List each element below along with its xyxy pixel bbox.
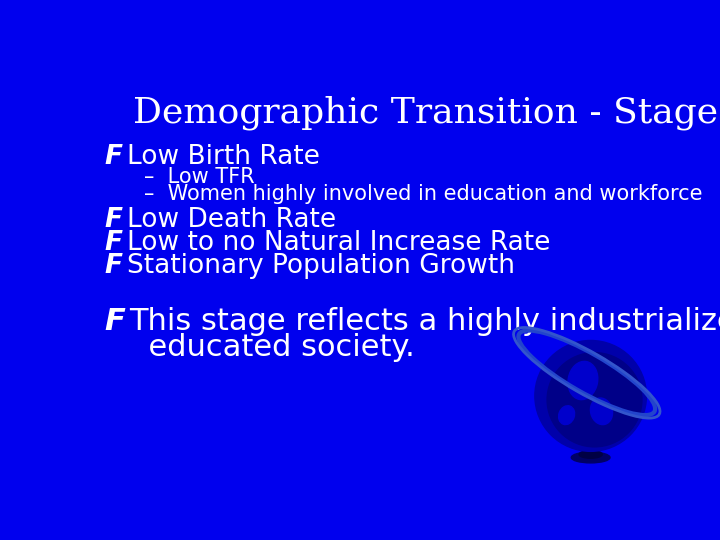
Text: F: F [104,144,122,170]
Ellipse shape [579,450,602,458]
Text: F: F [104,207,122,233]
Text: Low Death Rate: Low Death Rate [127,207,336,233]
Circle shape [547,353,642,447]
Text: –  Women highly involved in education and workforce: – Women highly involved in education and… [144,184,703,204]
Text: –  Low TFR: – Low TFR [144,167,255,187]
Text: educated society.: educated society. [129,333,415,362]
Text: F: F [104,231,122,256]
Text: Demographic Transition - Stage 4: Demographic Transition - Stage 4 [132,96,720,130]
Text: Stationary Population Growth: Stationary Population Growth [127,253,516,280]
Text: Low to no Natural Increase Rate: Low to no Natural Increase Rate [127,231,551,256]
Circle shape [535,340,647,451]
Text: F: F [104,307,125,336]
Ellipse shape [559,406,575,424]
Ellipse shape [571,452,610,463]
Ellipse shape [568,361,598,400]
Text: Low Birth Rate: Low Birth Rate [127,144,320,170]
Text: This stage reflects a highly industrialized,: This stage reflects a highly industriali… [129,307,720,336]
Ellipse shape [590,398,613,424]
Text: F: F [104,253,122,280]
